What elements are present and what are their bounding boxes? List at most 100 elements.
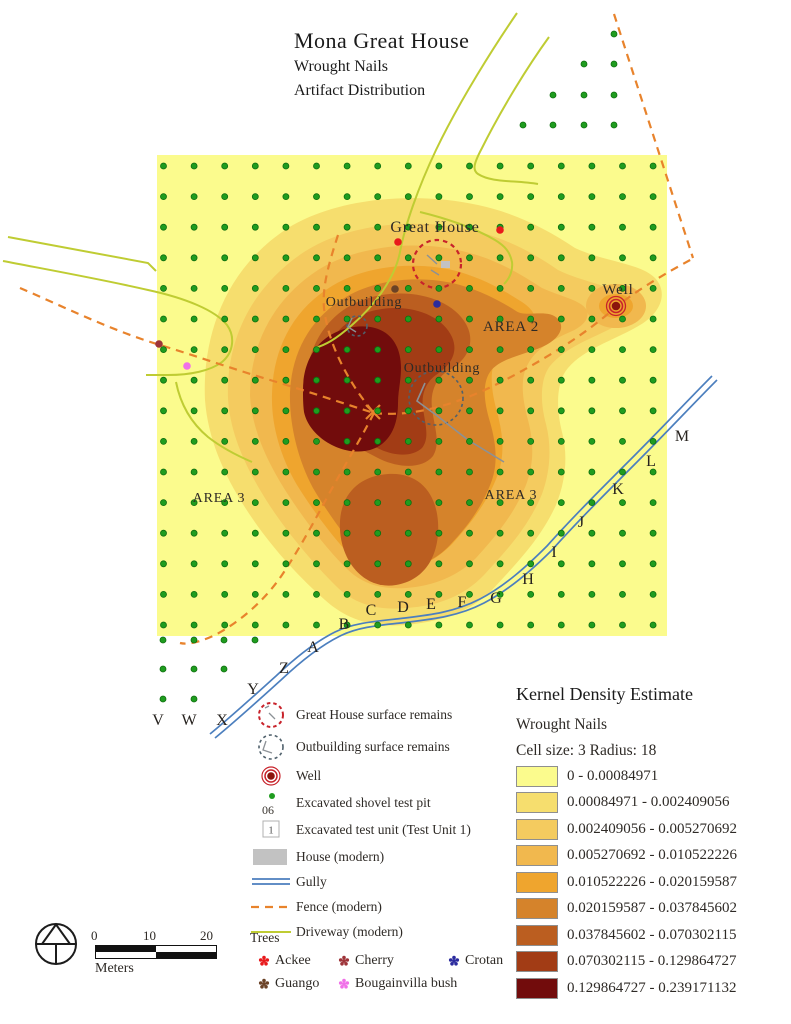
shovel-test-pit-dot [466,162,473,170]
shovel-test-pit-dot [466,560,473,568]
transect-letter-L: L [646,453,656,470]
shovel-test-pit-dot [610,30,618,38]
shovel-test-pit-dot [313,223,320,231]
shovel-test-pit-dot [220,665,228,673]
kde-class-swatch [516,792,558,813]
shovel-test-pit-dot [404,223,412,231]
legend-label: Well [296,767,322,783]
shovel-test-pit-dot [251,499,259,507]
shovel-test-pit-dot [374,591,382,598]
shovel-test-pit-dot [343,284,351,292]
shovel-test-pit-dot [343,162,351,170]
transect-letters: A BC D E F G HI J K L M Z Y X WV [152,428,689,729]
scale-bar-graphic [95,945,217,959]
shovel-test-pit-dot [404,591,412,598]
shovel-test-pit-dot [649,499,657,507]
transect-letter-A: A [307,639,319,656]
shovel-test-pit-dot [527,193,535,201]
shovel-test-pit-dot [496,376,504,384]
shovel-test-pit-dot [619,529,626,537]
shovel-test-pit-grid [159,30,657,703]
shovel-test-pit-dot [251,193,259,201]
cherry-tree-icon [338,955,350,966]
shovel-test-pit-dot [221,529,229,537]
house-modern-rect [441,261,450,268]
map-label: Outbuilding [326,295,402,310]
tree-item-ackee: Ackee [258,953,338,969]
legend-row-house: House (modern) [246,844,511,869]
shovel-test-pit-dot [588,437,596,445]
shovel-test-pit-dot [190,376,198,384]
shovel-test-pit-dot [435,529,443,537]
shovel-test-pit-dot [466,437,473,445]
shovel-test-pit-dot [190,560,198,568]
kde-class-row: 0.005270692 - 0.010522226 [516,845,786,866]
shovel-test-pit-dot [466,315,473,323]
tree-marker-guango [391,285,399,293]
well-center [611,301,621,311]
shovel-test-pit-dot [374,193,382,201]
shovel-test-pit-dot [190,621,198,629]
shovel-test-pit-dot [374,529,382,537]
shovel-test-pit-dot [435,223,443,231]
shovel-test-pit-dot [251,254,259,262]
kde-level-7-south [339,473,439,586]
shovel-test-pit-dot [221,560,229,568]
scale-bar-segment [156,952,216,958]
trees-legend-row: Guango Bougainvilla bush [258,976,506,992]
shovel-test-pit-dot [190,695,198,703]
tree-item-cherry: Cherry [338,953,448,969]
shovel-test-pit-dot [190,407,198,415]
shovel-test-pit-dot [649,376,657,384]
kde-class-swatch [516,977,558,999]
shovel-test-pit-dot [649,407,657,415]
shovel-test-pit-dot [159,695,167,703]
shovel-test-pit-dot [588,591,596,598]
kde-class-row: 0.002409056 - 0.005270692 [516,818,786,840]
shovel-test-pit-dot [557,193,565,201]
shovel-test-pit-dot [649,621,657,629]
shovel-test-pit-dot [466,591,473,598]
scale-bar-segment [96,952,156,958]
transect-letter-E: E [426,596,436,613]
trees-legend-row: Ackee Cherry Crotan [258,953,506,969]
legend-label: House (modern) [296,848,385,864]
kde-class-swatch [516,951,558,972]
kde-class-row: 0.00084971 - 0.002409056 [516,792,786,813]
shovel-test-pit-dot [160,437,167,445]
shovel-test-pit-dot [557,346,565,354]
shovel-test-pit-dot [557,591,565,598]
shovel-test-pit-dot [251,284,259,292]
shovel-test-pit-dot [435,468,443,476]
shovel-test-pit-dot [466,346,473,354]
shovel-test-pit-dot [343,407,351,415]
shovel-test-pit-dot [190,162,198,170]
shovel-test-pit-dot [619,468,626,476]
shovel-test-pit-dot [159,665,167,673]
shovel-test-pit-dot [160,254,167,262]
scale-bar-segment [156,946,216,952]
kde-class-swatch [516,898,558,919]
shovel-test-pit-dot [435,284,443,292]
shovel-test-pit-dot [160,529,167,537]
shovel-test-pit-dot [282,468,290,476]
shovel-test-pit-dot [496,499,504,507]
shovel-test-pit-dot [557,223,565,231]
kde-legend-title: Kernel Density Estimate [516,684,693,704]
symbol-legend: Great House surface remains Outbuilding … [246,699,511,944]
transect-letter-J: J [578,514,584,531]
shovel-test-pit-dot [190,223,198,231]
shovel-test-pit-dot [527,376,535,384]
shovel-test-pit-dot [435,193,443,201]
shovel-test-pit-dot [343,499,351,507]
legend-label: Driveway (modern) [296,923,403,939]
shovel-test-pit-dot [374,284,382,292]
shovel-test-pit-dot [343,468,351,476]
shovel-test-pit-dot [649,346,657,354]
kde-class-range: 0.129864727 - 0.239171132 [567,979,737,996]
shovel-test-pit-icon: 06 [246,789,296,817]
transect-letter-C: C [366,602,377,619]
shovel-test-pit-dot [588,284,596,292]
shovel-test-pit-dot [221,284,229,292]
transect-letter-M: M [675,428,689,445]
